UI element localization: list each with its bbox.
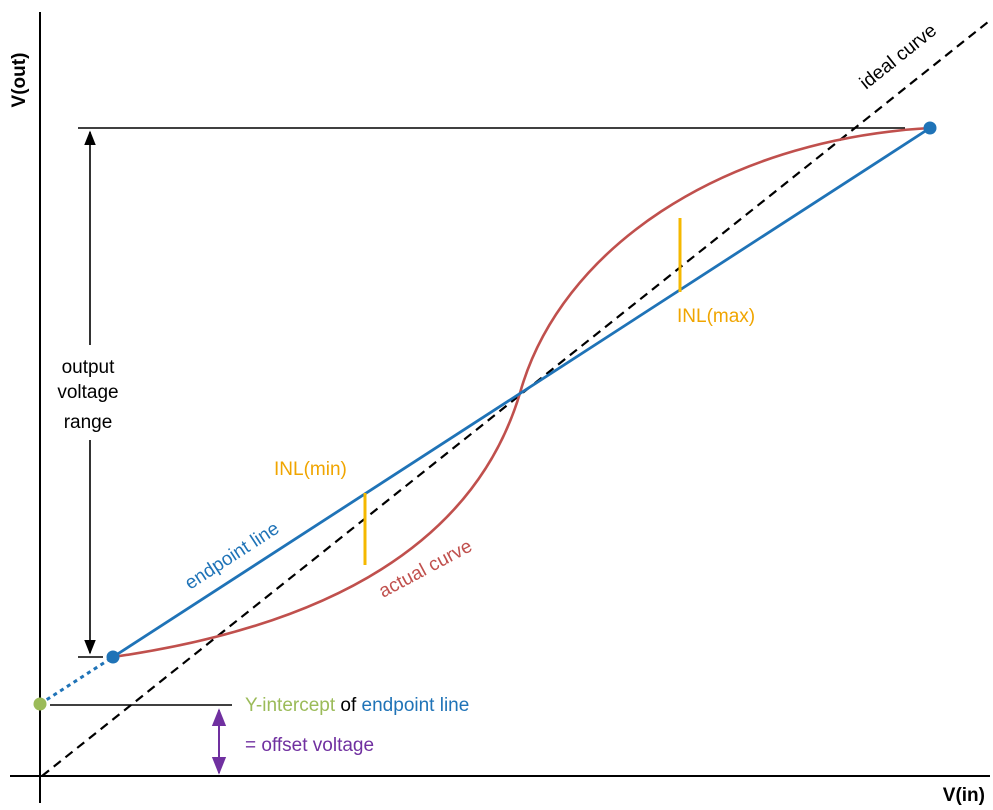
inl-max-label: INL(max) <box>677 306 755 327</box>
output-range-label-line3: range <box>64 412 113 433</box>
endpoint-dot-high <box>923 121 937 135</box>
y-intercept-endpoint-text: endpoint line <box>362 695 470 716</box>
y-intercept-text: Y-intercept <box>245 695 336 716</box>
x-axis-label: V(in) <box>943 785 985 806</box>
endpoint-line-extension <box>39 655 114 706</box>
output-range-label-line1: output <box>62 357 116 378</box>
inl-min-label: INL(min) <box>274 459 347 480</box>
y-intercept-of-text: of <box>335 695 361 716</box>
output-range-label-line2: voltage <box>57 382 118 403</box>
actual-curve-label: actual curve <box>375 536 475 603</box>
y-intercept-dot <box>33 697 47 711</box>
y-intercept-label: Y-intercept of endpoint line <box>245 695 469 716</box>
y-axis-label: V(out) <box>9 53 30 108</box>
endpoint-line <box>112 126 931 659</box>
offset-voltage-label: = offset voltage <box>245 735 374 756</box>
ideal-curve <box>41 21 989 777</box>
endpoint-dot-low <box>106 650 120 664</box>
ideal-curve-label: ideal curve <box>856 20 941 94</box>
